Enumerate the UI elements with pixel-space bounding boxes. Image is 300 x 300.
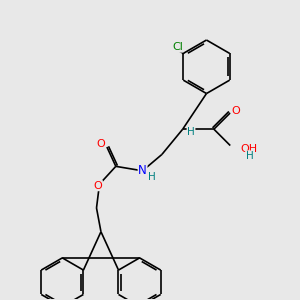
Text: O: O <box>94 181 102 191</box>
Text: H: H <box>148 172 155 182</box>
Text: O: O <box>231 106 240 116</box>
Text: O: O <box>97 139 105 149</box>
Text: OH: OH <box>241 143 258 154</box>
Text: N: N <box>138 164 147 177</box>
Text: Cl: Cl <box>172 42 183 52</box>
Text: H: H <box>246 151 254 161</box>
Text: H: H <box>187 127 195 137</box>
